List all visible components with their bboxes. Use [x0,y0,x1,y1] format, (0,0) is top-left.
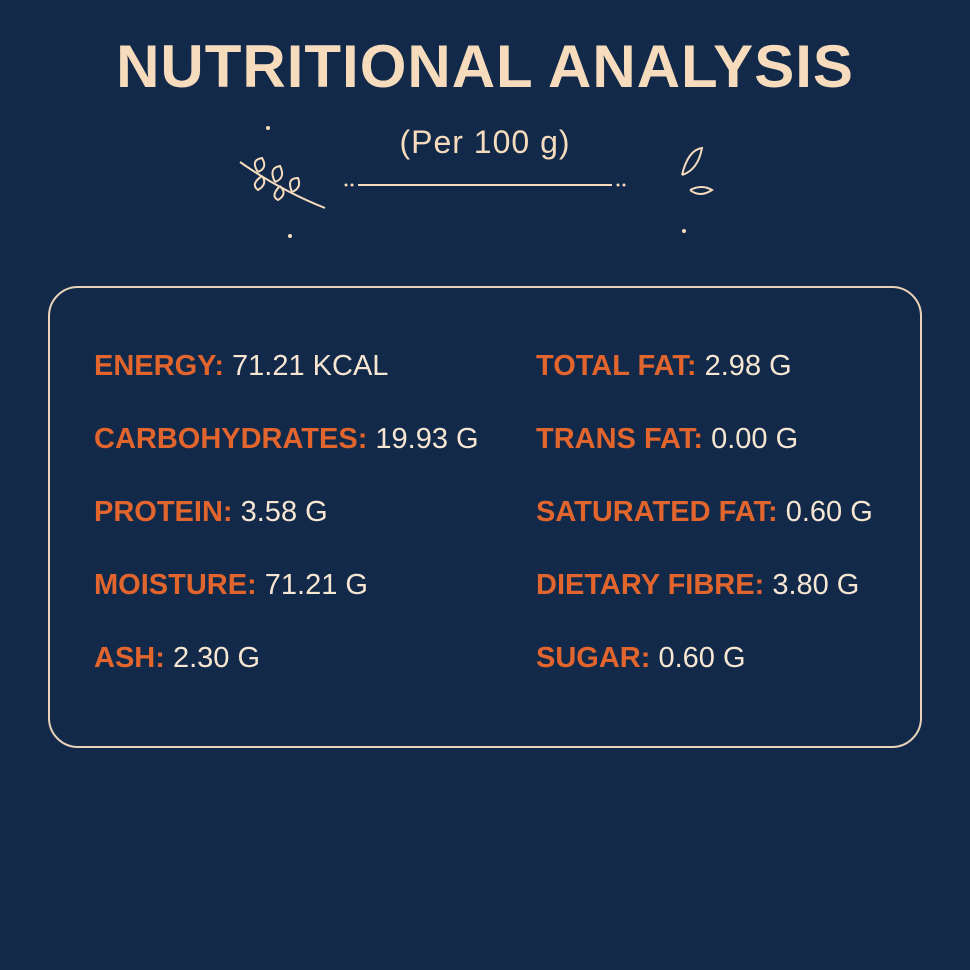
nutrient-value: 2.98 G [704,350,792,382]
nutrient-value: 0.00 G [711,423,799,455]
nutrient-label: DIETARY FIBRE: [536,569,765,601]
nutrient-row: TOTAL FAT: 2.98 G [536,350,873,423]
nutrient-value: 19.93 G [375,423,479,455]
leaf-sprig [239,156,326,209]
nutrient-value: 71.21 KCAL [232,350,389,382]
nutrient-label: TOTAL FAT: [536,350,697,382]
dots [266,126,686,238]
title: NUTRITIONAL ANALYSIS [116,33,854,100]
nutrient-value: 71.21 G [264,569,368,601]
nutrient-label: CARBOHYDRATES: [94,423,368,455]
nutrient-row: ENERGY: 71.21 KCAL [94,350,479,423]
nutrient-value: 0.60 G [658,642,746,674]
nutrient-label: ENERGY: [94,350,224,382]
nutrient-label: SATURATED FAT: [536,496,778,528]
right-column: TOTAL FAT: 2.98 G TRANS FAT: 0.00 G SATURA… [536,350,873,715]
panel [48,286,922,748]
nutrient-row: SATURATED FAT: 0.60 G [536,496,873,569]
subtitle: (Per 100 g) [399,124,571,160]
nutrient-row: SUGAR: 0.60 G [536,642,873,715]
nutrient-row: MOISTURE: 71.21 G [94,569,479,642]
nutrient-label: MOISTURE: [94,569,257,601]
nutrient-label: TRANS FAT: [536,423,704,455]
nutrient-row: CARBOHYDRATES: 19.93 G [94,423,479,496]
nutrient-row: TRANS FAT: 0.00 G [536,423,873,496]
nutrient-value: 3.80 G [772,569,860,601]
leaves [681,146,714,195]
nutrient-value: 3.58 G [240,496,328,528]
nutrient-row: ASH: 2.30 G [94,642,479,715]
nutrient-value: 2.30 G [172,642,261,674]
nutrient-row: PROTEIN: 3.58 G [94,496,479,569]
nutrient-value: 0.60 G [785,496,873,528]
nutrient-label: SUGAR: [536,642,651,674]
nutrient-label: ASH: [94,642,165,674]
nutrient-label: PROTEIN: [94,496,233,528]
left-column: ENERGY: 71.21 KCAL CARBOHYDRATES: 19.93 G… [94,350,479,715]
nutrient-row: DIETARY FIBRE: 3.80 G [536,569,873,642]
